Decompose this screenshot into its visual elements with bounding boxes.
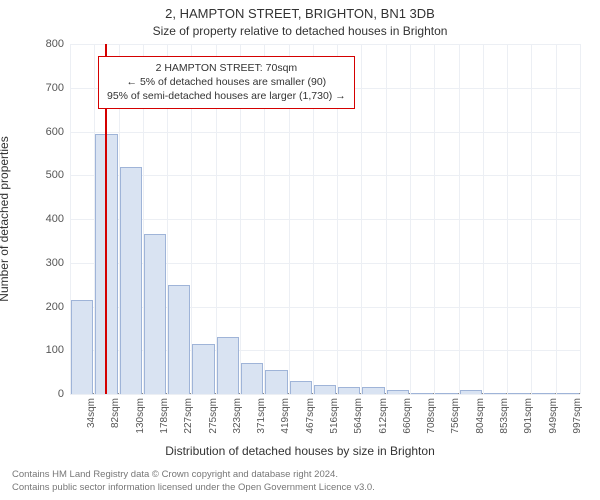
annotation-line: 95% of semi-detached houses are larger (… bbox=[107, 89, 346, 103]
grid-line-vertical bbox=[531, 44, 532, 394]
grid-line-horizontal bbox=[70, 394, 580, 395]
grid-line-vertical bbox=[434, 44, 435, 394]
grid-line-horizontal bbox=[70, 44, 580, 45]
annotation-line: 2 HAMPTON STREET: 70sqm bbox=[107, 61, 346, 75]
grid-line-vertical bbox=[459, 44, 460, 394]
x-tick-label: 516sqm bbox=[329, 398, 340, 434]
x-tick-label: 708sqm bbox=[426, 398, 437, 434]
x-tick-label: 227sqm bbox=[183, 398, 194, 434]
y-axis-title: Number of detached properties bbox=[0, 136, 11, 301]
x-tick-label: 323sqm bbox=[232, 398, 243, 434]
x-tick-label: 178sqm bbox=[159, 398, 170, 434]
histogram-bar bbox=[508, 393, 530, 394]
attribution-line: Contains public sector information licen… bbox=[12, 482, 375, 494]
y-tick-label: 200 bbox=[24, 301, 64, 313]
histogram-bar bbox=[168, 285, 190, 394]
y-tick-label: 800 bbox=[24, 38, 64, 50]
grid-line-vertical bbox=[386, 44, 387, 394]
grid-line-horizontal bbox=[70, 132, 580, 133]
x-tick-label: 804sqm bbox=[475, 398, 486, 434]
histogram-bar bbox=[411, 393, 433, 394]
y-tick-label: 400 bbox=[24, 213, 64, 225]
grid-line-vertical bbox=[580, 44, 581, 394]
grid-line-vertical bbox=[361, 44, 362, 394]
x-tick-label: 130sqm bbox=[135, 398, 146, 434]
histogram-bar bbox=[557, 393, 579, 394]
y-tick-label: 600 bbox=[24, 126, 64, 138]
x-tick-label: 612sqm bbox=[378, 398, 389, 434]
chart-subtitle: Size of property relative to detached ho… bbox=[0, 24, 600, 38]
attribution-line: Contains HM Land Registry data © Crown c… bbox=[12, 469, 375, 481]
x-tick-label: 82sqm bbox=[110, 398, 121, 428]
histogram-bar bbox=[144, 234, 166, 394]
histogram-bar bbox=[314, 385, 336, 394]
y-tick-label: 500 bbox=[24, 169, 64, 181]
x-tick-label: 564sqm bbox=[353, 398, 364, 434]
histogram-bar bbox=[362, 387, 384, 394]
x-tick-label: 901sqm bbox=[523, 398, 534, 434]
grid-line-vertical bbox=[483, 44, 484, 394]
chart-title: 2, HAMPTON STREET, BRIGHTON, BN1 3DB bbox=[0, 6, 600, 21]
grid-line-vertical bbox=[507, 44, 508, 394]
chart-container: 2, HAMPTON STREET, BRIGHTON, BN1 3DB Siz… bbox=[0, 0, 600, 500]
histogram-bar bbox=[460, 390, 482, 394]
x-tick-label: 275sqm bbox=[208, 398, 219, 434]
histogram-bar bbox=[217, 337, 239, 394]
histogram-bar bbox=[290, 381, 312, 394]
x-tick-label: 853sqm bbox=[499, 398, 510, 434]
annotation-line: ← 5% of detached houses are smaller (90) bbox=[107, 75, 346, 89]
y-tick-label: 700 bbox=[24, 82, 64, 94]
x-axis-title: Distribution of detached houses by size … bbox=[0, 444, 600, 458]
histogram-bar bbox=[532, 393, 554, 394]
y-tick-label: 100 bbox=[24, 344, 64, 356]
annotation-box: 2 HAMPTON STREET: 70sqm ← 5% of detached… bbox=[98, 56, 355, 109]
x-tick-label: 660sqm bbox=[402, 398, 413, 434]
grid-line-vertical bbox=[556, 44, 557, 394]
histogram-bar bbox=[387, 390, 409, 394]
histogram-bar bbox=[120, 167, 142, 395]
y-tick-label: 300 bbox=[24, 257, 64, 269]
histogram-bar bbox=[435, 393, 457, 394]
x-tick-label: 756sqm bbox=[450, 398, 461, 434]
histogram-bar bbox=[484, 393, 506, 394]
histogram-bar bbox=[265, 370, 287, 394]
histogram-bar bbox=[71, 300, 93, 394]
attribution: Contains HM Land Registry data © Crown c… bbox=[12, 469, 375, 494]
x-tick-label: 467sqm bbox=[305, 398, 316, 434]
x-tick-label: 997sqm bbox=[572, 398, 583, 434]
x-tick-label: 371sqm bbox=[256, 398, 267, 434]
grid-line-horizontal bbox=[70, 175, 580, 176]
histogram-bar bbox=[338, 387, 360, 394]
histogram-bar bbox=[192, 344, 214, 394]
x-tick-label: 949sqm bbox=[548, 398, 559, 434]
grid-line-horizontal bbox=[70, 219, 580, 220]
histogram-bar bbox=[241, 363, 263, 394]
x-tick-label: 34sqm bbox=[86, 398, 97, 428]
grid-line-vertical bbox=[410, 44, 411, 394]
y-tick-label: 0 bbox=[24, 388, 64, 400]
x-tick-label: 419sqm bbox=[280, 398, 291, 434]
